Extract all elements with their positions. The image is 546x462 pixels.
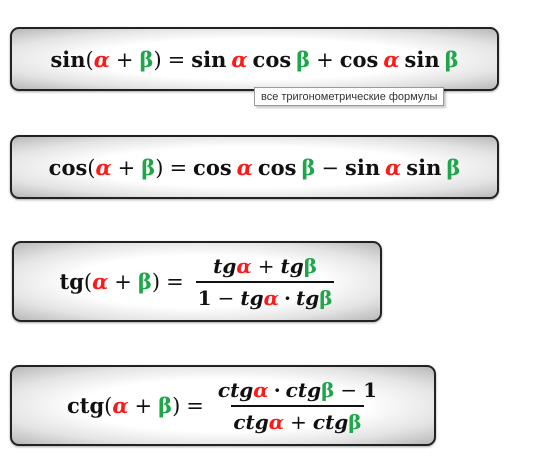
- formula-tg-sum: tg(α + β) = tgα + tgβ 1− tgα · tgβ: [60, 254, 335, 310]
- plus-operator: +: [134, 393, 153, 418]
- num-fn2: tg: [280, 253, 304, 278]
- alpha-symbol: α: [231, 46, 248, 72]
- formula-card-sin-sum[interactable]: sin(α + β) = sin α cos β + cos α sin β: [10, 27, 499, 91]
- formula-sin-sum: sin(α + β) = sin α cos β + cos α sin β: [50, 47, 458, 72]
- beta-symbol: β: [446, 154, 461, 180]
- term2-fn2: sin: [406, 154, 442, 180]
- plus-operator: +: [290, 409, 307, 434]
- open-paren: (: [87, 155, 96, 180]
- beta-symbol: β: [301, 154, 316, 180]
- plus-operator: +: [257, 253, 275, 278]
- term1-fn2: cos: [252, 46, 292, 72]
- lhs-function: cos: [48, 154, 88, 180]
- alpha-symbol: α: [263, 285, 279, 310]
- minus-operator: −: [321, 155, 340, 180]
- formula-card-tg-sum[interactable]: tg(α + β) = tgα + tgβ 1− tgα · tgβ: [12, 241, 382, 322]
- equals-sign: =: [186, 393, 204, 418]
- term1-fn1: cos: [193, 154, 232, 180]
- close-paren: ): [153, 47, 162, 72]
- beta-symbol: β: [303, 253, 318, 278]
- close-paren: ): [151, 269, 161, 294]
- beta-symbol: β: [319, 285, 333, 310]
- term2-fn1: cos: [339, 46, 379, 72]
- alpha-symbol: α: [236, 253, 252, 278]
- lhs-function: sin: [50, 46, 86, 72]
- tooltip: все тригонометрические формулы: [254, 87, 445, 106]
- open-paren: (: [85, 47, 94, 72]
- den-fn1: ctg: [233, 409, 269, 434]
- term1-fn2: cos: [257, 154, 297, 180]
- formula-card-cos-sum[interactable]: cos(α + β) = cos α cos β − sin α sin β: [10, 135, 499, 199]
- beta-symbol: β: [158, 393, 173, 418]
- dot-operator: ·: [273, 377, 281, 402]
- equals-sign: =: [166, 269, 184, 294]
- alpha-symbol: α: [383, 46, 400, 72]
- denominator: ctgα + ctgβ: [231, 404, 364, 434]
- alpha-symbol: α: [92, 269, 109, 294]
- close-paren: ): [172, 393, 181, 418]
- minus-operator: −: [217, 285, 235, 310]
- term2-fn2: sin: [404, 46, 440, 72]
- beta-symbol: β: [141, 154, 156, 180]
- dot-operator: ·: [283, 285, 291, 310]
- fraction: ctgα · ctgβ −1 ctgα + ctgβ: [216, 378, 379, 434]
- num-fn1: ctg: [217, 377, 254, 402]
- numerator: ctgα · ctgβ −1: [216, 378, 379, 405]
- plus-operator: +: [115, 47, 134, 72]
- alpha-symbol: α: [95, 154, 112, 180]
- equals-sign: =: [169, 155, 188, 180]
- num-one: 1: [363, 377, 378, 402]
- close-paren: ): [155, 155, 164, 180]
- alpha-symbol: α: [93, 46, 110, 72]
- open-paren: (: [83, 269, 93, 294]
- beta-symbol: β: [137, 269, 152, 294]
- formula-cos-sum: cos(α + β) = cos α cos β − sin α sin β: [49, 155, 461, 180]
- numerator: tgα + tgβ: [211, 254, 319, 281]
- num-fn1: tg: [213, 253, 237, 278]
- beta-symbol: β: [139, 46, 154, 72]
- beta-symbol: β: [321, 377, 335, 402]
- beta-symbol: β: [348, 409, 362, 434]
- den-fn2: ctg: [312, 409, 349, 434]
- alpha-symbol: α: [253, 377, 269, 402]
- open-paren: (: [104, 393, 113, 418]
- den-one: 1: [197, 285, 212, 310]
- alpha-symbol: α: [385, 154, 402, 180]
- denominator: 1− tgα · tgβ: [195, 280, 335, 310]
- formula-ctg-sum: ctg(α + β) = ctgα · ctgβ −1 ctgα + ctgβ: [67, 378, 379, 434]
- den-fn1: tg: [240, 285, 264, 310]
- plus-operator: +: [114, 269, 132, 294]
- lhs-function: ctg: [66, 393, 105, 418]
- minus-operator: −: [340, 377, 358, 402]
- lhs-function: tg: [59, 269, 84, 294]
- alpha-symbol: α: [268, 409, 285, 434]
- beta-symbol: β: [444, 46, 459, 72]
- formula-card-ctg-sum[interactable]: ctg(α + β) = ctgα · ctgβ −1 ctgα + ctgβ: [10, 365, 436, 446]
- term2-fn1: sin: [345, 154, 381, 180]
- equals-sign: =: [167, 47, 186, 72]
- alpha-symbol: α: [236, 154, 253, 180]
- plus-operator: +: [316, 47, 334, 72]
- beta-symbol: β: [296, 46, 311, 72]
- alpha-symbol: α: [112, 393, 129, 418]
- den-fn2: tg: [295, 285, 320, 310]
- num-fn2: ctg: [285, 377, 322, 402]
- fraction: tgα + tgβ 1− tgα · tgβ: [195, 254, 335, 310]
- plus-operator: +: [117, 155, 136, 180]
- term1-fn1: sin: [191, 46, 227, 72]
